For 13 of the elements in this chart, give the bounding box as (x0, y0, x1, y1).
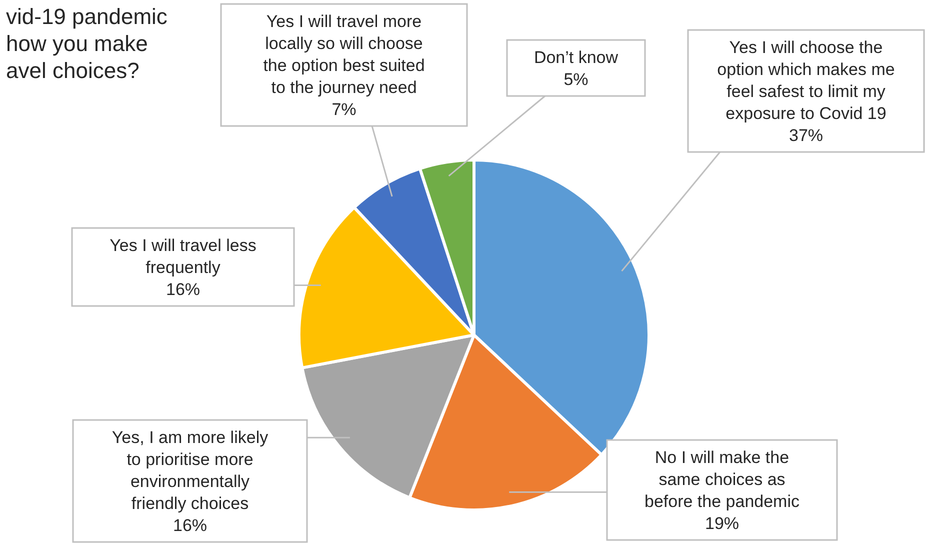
slice-label: Yes I will choose the option which makes me feel safest to limit my exposure to Covid 19 (717, 38, 895, 123)
text: vid-19 pandemic how you make avel choices? (6, 4, 168, 83)
data-label: 37% (788, 126, 824, 145)
slice-label: Yes I will travel more locally so will choose the option best suited to the journey need (263, 12, 425, 97)
slice-label: Yes I will travel less frequently (110, 236, 256, 277)
data-label: 16% (172, 516, 208, 535)
data-label: 7% (332, 100, 356, 119)
slice-label: Yes, I am more likely to prioritise more environmentally friendly choices (112, 428, 269, 513)
data-label: 16% (166, 280, 200, 299)
data-label: 19% (704, 514, 740, 533)
data-label: 5% (564, 70, 588, 89)
slice-label: No I will make the same choices as before the pandemic (644, 448, 800, 511)
slice-label: Don’t know (534, 48, 619, 67)
